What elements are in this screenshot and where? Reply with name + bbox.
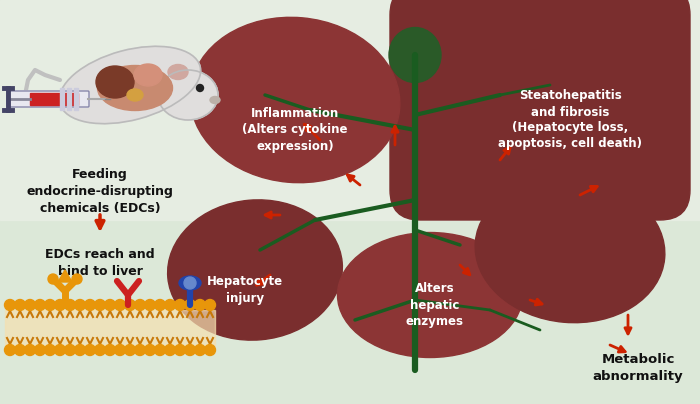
Circle shape	[174, 299, 186, 311]
FancyArrowPatch shape	[625, 315, 631, 334]
FancyArrowPatch shape	[580, 186, 597, 195]
Circle shape	[134, 345, 146, 356]
Bar	[67, 88, 71, 110]
Ellipse shape	[190, 17, 400, 183]
FancyArrowPatch shape	[460, 265, 470, 275]
Ellipse shape	[60, 46, 201, 124]
Ellipse shape	[167, 200, 342, 340]
Circle shape	[164, 299, 176, 311]
Circle shape	[34, 299, 46, 311]
Polygon shape	[58, 270, 72, 282]
Ellipse shape	[127, 89, 143, 101]
Circle shape	[104, 299, 116, 311]
Ellipse shape	[158, 70, 218, 120]
FancyArrowPatch shape	[256, 275, 270, 285]
Circle shape	[64, 299, 76, 311]
FancyArrowPatch shape	[500, 147, 510, 160]
Circle shape	[74, 345, 85, 356]
Ellipse shape	[134, 64, 162, 86]
Bar	[60, 88, 64, 110]
Ellipse shape	[97, 65, 172, 111]
Circle shape	[34, 345, 46, 356]
Circle shape	[125, 345, 136, 356]
FancyArrowPatch shape	[530, 299, 542, 305]
Circle shape	[25, 345, 36, 356]
Bar	[5, 310, 215, 345]
Circle shape	[195, 299, 206, 311]
Circle shape	[164, 345, 176, 356]
Ellipse shape	[389, 27, 441, 82]
Circle shape	[55, 299, 66, 311]
Circle shape	[104, 345, 116, 356]
Text: EDCs reach and
bind to liver: EDCs reach and bind to liver	[46, 248, 155, 278]
FancyArrowPatch shape	[347, 175, 360, 185]
Text: Metabolic
abnormality: Metabolic abnormality	[593, 353, 683, 383]
Ellipse shape	[179, 276, 201, 290]
Bar	[30, 93, 78, 105]
Circle shape	[94, 345, 106, 356]
Ellipse shape	[475, 177, 665, 323]
Ellipse shape	[96, 66, 134, 98]
Circle shape	[25, 299, 36, 311]
Circle shape	[85, 299, 95, 311]
Circle shape	[204, 345, 216, 356]
Circle shape	[15, 345, 25, 356]
FancyArrowPatch shape	[392, 126, 398, 145]
Circle shape	[55, 345, 66, 356]
Text: Inflammation
(Alters cytokine
expression): Inflammation (Alters cytokine expression…	[242, 107, 348, 153]
Circle shape	[204, 299, 216, 311]
Circle shape	[155, 299, 165, 311]
Circle shape	[72, 274, 82, 284]
Ellipse shape	[337, 232, 522, 358]
Ellipse shape	[210, 97, 220, 103]
FancyBboxPatch shape	[7, 91, 89, 107]
Text: Feeding
endocrine-disrupting
chemicals (EDCs): Feeding endocrine-disrupting chemicals (…	[27, 168, 174, 215]
Circle shape	[197, 84, 204, 91]
Circle shape	[115, 345, 125, 356]
Circle shape	[185, 345, 195, 356]
FancyArrowPatch shape	[304, 124, 320, 140]
FancyArrowPatch shape	[610, 345, 625, 352]
Circle shape	[15, 299, 25, 311]
Circle shape	[45, 345, 55, 356]
Circle shape	[134, 299, 146, 311]
Circle shape	[115, 299, 125, 311]
Circle shape	[195, 345, 206, 356]
Circle shape	[64, 345, 76, 356]
Circle shape	[144, 345, 155, 356]
Circle shape	[85, 345, 95, 356]
Circle shape	[94, 299, 106, 311]
Text: Alters
hepatic
enzymes: Alters hepatic enzymes	[406, 282, 464, 328]
Ellipse shape	[168, 65, 188, 80]
Circle shape	[184, 277, 196, 289]
Circle shape	[4, 299, 15, 311]
Bar	[0, 0, 700, 220]
Circle shape	[4, 345, 15, 356]
Circle shape	[48, 274, 58, 284]
Text: Steatohepatitis
and fibrosis
(Hepatocyte loss,
apoptosis, cell death): Steatohepatitis and fibrosis (Hepatocyte…	[498, 90, 642, 151]
FancyBboxPatch shape	[390, 0, 690, 220]
Circle shape	[174, 345, 186, 356]
FancyArrowPatch shape	[265, 212, 280, 218]
Circle shape	[185, 299, 195, 311]
Text: Hepatocyte
injury: Hepatocyte injury	[207, 275, 283, 305]
Circle shape	[155, 345, 165, 356]
Bar	[74, 88, 78, 110]
Circle shape	[144, 299, 155, 311]
Circle shape	[45, 299, 55, 311]
Circle shape	[74, 299, 85, 311]
Circle shape	[125, 299, 136, 311]
